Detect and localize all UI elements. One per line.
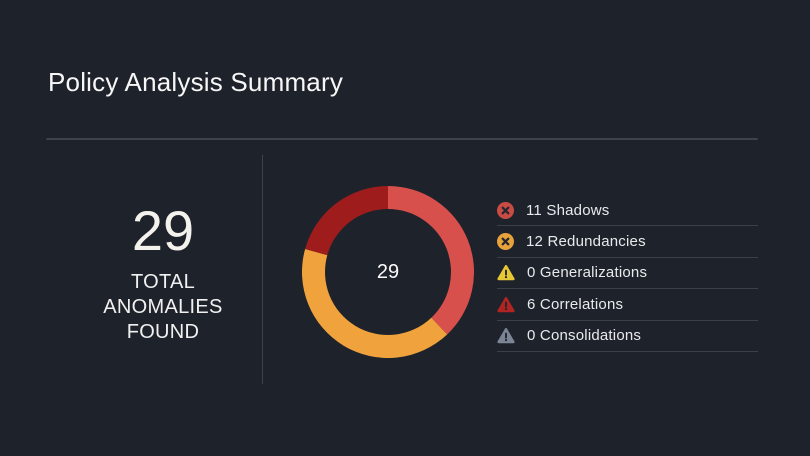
anomaly-legend: 11 Shadows 12 Redundancies 0 Generalizat…: [497, 195, 758, 352]
circle-x-icon: [497, 201, 514, 219]
legend-name: Generalizations: [539, 264, 648, 282]
donut-slice-shadows[interactable]: [388, 186, 475, 335]
total-anomalies-label-line: ANOMALIES: [103, 296, 223, 318]
total-anomalies-label-line: FOUND: [126, 321, 200, 343]
circle-x-icon: [497, 233, 514, 251]
total-anomalies-value: 29: [131, 199, 195, 262]
legend-count: 0: [527, 327, 536, 345]
legend-label: 12 Redundancies: [526, 233, 646, 250]
legend-name: Shadows: [546, 201, 610, 219]
legend-count: 6: [527, 295, 536, 313]
legend-item-consolidations[interactable]: 0 Consolidations: [497, 321, 758, 352]
legend-count: 11: [526, 201, 542, 219]
anomalies-donut-chart: 29: [301, 186, 475, 359]
legend-label: 11 Shadows: [526, 202, 609, 219]
legend-name: Consolidations: [539, 327, 642, 345]
page-title: Policy Analysis Summary: [48, 67, 344, 97]
donut-svg: [301, 186, 475, 359]
legend-item-redundancies[interactable]: 12 Redundancies: [497, 226, 758, 258]
legend-label: 0 Consolidations: [527, 327, 641, 344]
legend-name: Redundancies: [547, 233, 646, 251]
donut-slices: [301, 186, 475, 359]
legend-name: Correlations: [539, 295, 624, 313]
warning-triangle-icon: [497, 265, 515, 281]
warning-triangle-icon: [497, 328, 515, 344]
title-divider: [46, 138, 758, 140]
legend-item-generalizations[interactable]: 0 Generalizations: [497, 258, 758, 290]
total-anomalies-label: TOTAL ANOMALIES FOUND: [58, 270, 268, 345]
legend-label: 0 Generalizations: [527, 264, 647, 281]
legend-item-shadows[interactable]: 11 Shadows: [497, 195, 758, 227]
donut-slice-correlations[interactable]: [305, 186, 388, 256]
total-anomalies-summary: 29 TOTAL ANOMALIES FOUND: [58, 203, 268, 345]
legend-label: 6 Correlations: [527, 296, 623, 313]
total-anomalies-label-line: TOTAL: [130, 271, 196, 293]
legend-count: 12: [526, 233, 544, 251]
vertical-divider: [262, 155, 263, 384]
legend-item-correlations[interactable]: 6 Correlations: [497, 289, 758, 321]
warning-triangle-icon: [497, 296, 515, 313]
donut-slice-redundancies[interactable]: [301, 248, 448, 359]
legend-count: 0: [527, 264, 536, 282]
